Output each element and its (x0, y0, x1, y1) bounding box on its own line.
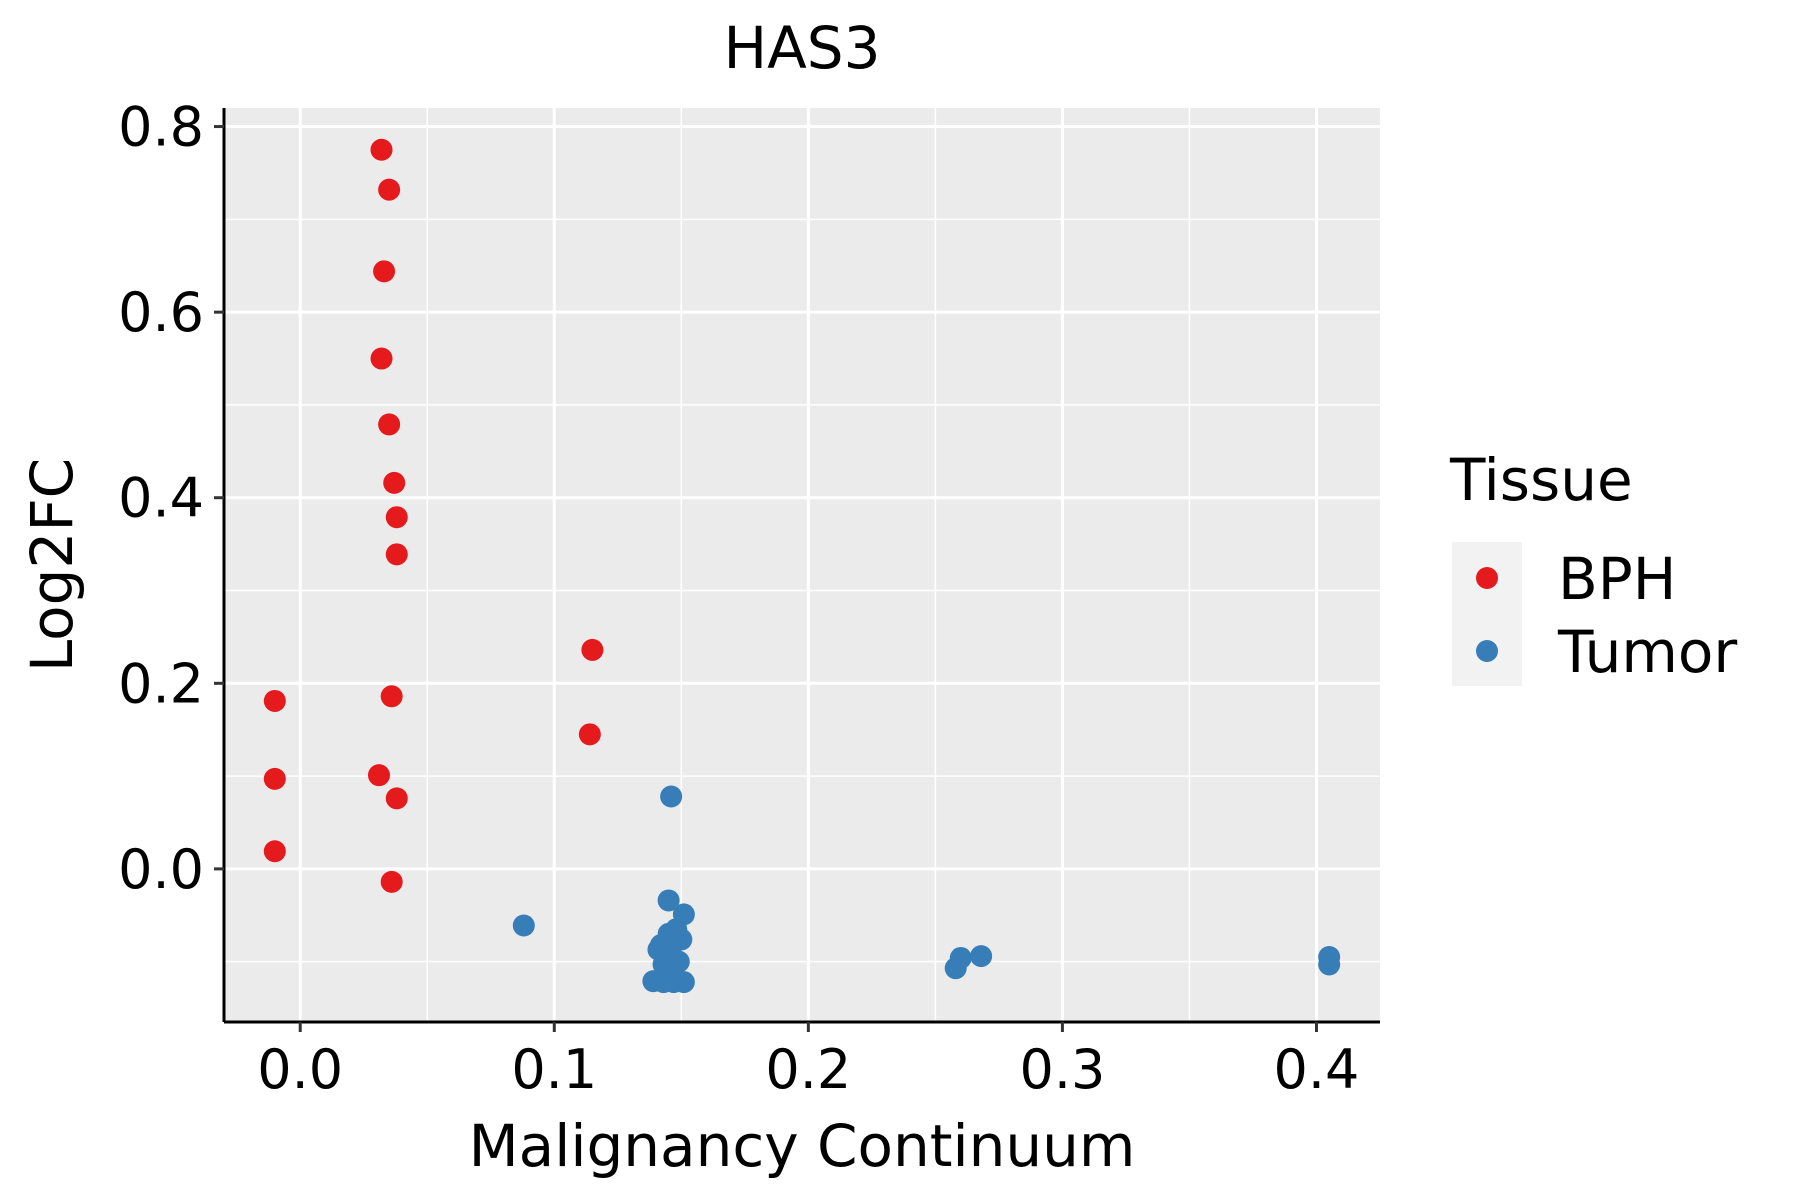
legend-dot-bph (1476, 567, 1498, 589)
point-bph (378, 413, 401, 436)
point-bph (378, 178, 401, 201)
x-tick-label: 0.4 (1274, 1038, 1360, 1101)
x-ticks: 0.0 0.1 0.2 0.3 0.4 (257, 1022, 1359, 1101)
point-tumor (672, 971, 695, 994)
point-bph (367, 764, 390, 787)
point-bph (263, 767, 286, 790)
point-tumor (944, 957, 967, 980)
point-bph (373, 260, 396, 283)
x-tick-label: 0.2 (765, 1038, 851, 1101)
chart-title: HAS3 (723, 14, 880, 82)
point-bph (385, 543, 408, 566)
y-axis-title: Log2FC (18, 458, 86, 672)
y-tick-label: 0.6 (118, 281, 204, 344)
point-bph (385, 506, 408, 529)
x-tick-label: 0.3 (1019, 1038, 1105, 1101)
point-tumor (512, 914, 535, 937)
y-tick-label: 0.8 (118, 96, 204, 159)
point-bph (263, 689, 286, 712)
point-bph (370, 347, 393, 370)
point-bph (370, 138, 393, 161)
grid-major (224, 108, 1380, 1022)
x-axis-title: Malignancy Continuum (469, 1112, 1136, 1180)
point-tumor (970, 945, 993, 968)
y-ticks: 0.0 0.2 0.4 0.6 0.8 (118, 96, 224, 901)
point-tumor (660, 785, 683, 808)
point-bph (385, 787, 408, 810)
data-points (263, 138, 1341, 994)
legend-title: Tissue (1449, 446, 1633, 514)
point-tumor (1318, 953, 1341, 976)
point-bph (380, 685, 403, 708)
point-bph (581, 638, 604, 661)
legend-dot-tumor (1476, 640, 1498, 662)
legend-label-tumor: Tumor (1557, 618, 1737, 686)
point-bph (380, 870, 403, 893)
point-bph (578, 723, 601, 746)
x-tick-label: 0.1 (511, 1038, 597, 1101)
legend-label-bph: BPH (1558, 545, 1676, 613)
y-tick-label: 0.4 (118, 467, 204, 530)
point-tumor (657, 889, 680, 912)
y-tick-label: 0.0 (118, 838, 204, 901)
point-bph (263, 840, 286, 863)
grid-minor (224, 108, 1380, 1022)
y-tick-label: 0.2 (118, 652, 204, 715)
point-bph (383, 471, 406, 494)
x-tick-label: 0.0 (257, 1038, 343, 1101)
